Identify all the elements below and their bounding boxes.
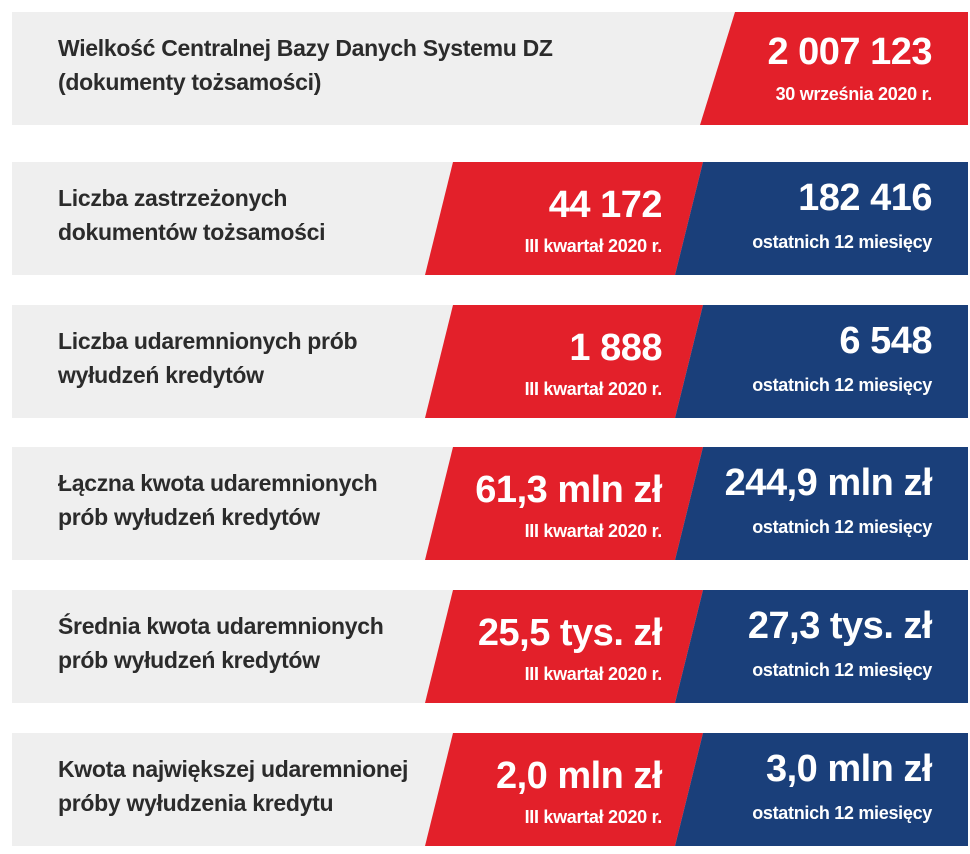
blue-sub: ostatnich 12 miesięcy	[752, 375, 932, 395]
row-label: Liczba udaremnionych prób	[58, 328, 357, 354]
red-cell	[425, 305, 703, 418]
blue-value: 182 416	[798, 177, 932, 219]
row-background	[12, 12, 740, 125]
blue-sub: ostatnich 12 miesięcy	[752, 803, 932, 823]
blue-value: 244,9 mln zł	[725, 462, 933, 504]
row-label: próby wyłudzenia kredytu	[58, 790, 333, 816]
blue-value: 3,0 mln zł	[766, 748, 933, 790]
red-sub: III kwartał 2020 r.	[525, 379, 662, 399]
red-value: 25,5 tys. zł	[478, 612, 663, 654]
row-label: prób wyłudzeń kredytów	[58, 647, 320, 673]
row-label: prób wyłudzeń kredytów	[58, 504, 320, 530]
blue-value: 27,3 tys. zł	[748, 605, 933, 647]
red-value: 44 172	[549, 184, 662, 226]
blue-cell	[675, 590, 968, 703]
red-sub: 30 września 2020 r.	[776, 84, 932, 104]
row-label: Kwota największej udaremnionej	[58, 756, 408, 782]
red-cell	[425, 733, 703, 846]
red-sub: III kwartał 2020 r.	[525, 807, 662, 827]
blue-cell	[675, 447, 968, 560]
red-cell	[700, 12, 968, 125]
blue-sub: ostatnich 12 miesięcy	[752, 232, 932, 252]
blue-value: 6 548	[839, 320, 932, 362]
blue-cell	[675, 305, 968, 418]
blue-sub: ostatnich 12 miesięcy	[752, 517, 932, 537]
row-label: Łączna kwota udaremnionych	[58, 470, 377, 496]
red-sub: III kwartał 2020 r.	[525, 236, 662, 256]
row-label: wyłudzeń kredytów	[57, 362, 264, 388]
row-label: Wielkość Centralnej Bazy Danych Systemu …	[58, 35, 553, 61]
blue-cell	[675, 162, 968, 275]
row-label: (dokumenty tożsamości)	[58, 69, 321, 95]
red-cell	[425, 590, 703, 703]
red-cell	[425, 162, 703, 275]
red-value: 61,3 mln zł	[475, 469, 663, 511]
blue-sub: ostatnich 12 miesięcy	[752, 660, 932, 680]
red-cell	[425, 447, 703, 560]
red-value: 2 007 123	[767, 31, 932, 73]
red-value: 2,0 mln zł	[496, 755, 663, 797]
blue-cell	[675, 733, 968, 846]
row-label: dokumentów tożsamości	[58, 219, 325, 245]
red-sub: III kwartał 2020 r.	[525, 521, 662, 541]
row-label: Średnia kwota udaremnionych	[58, 612, 383, 639]
red-sub: III kwartał 2020 r.	[525, 664, 662, 684]
row-label: Liczba zastrzeżonych	[58, 185, 287, 211]
red-value: 1 888	[569, 327, 662, 369]
